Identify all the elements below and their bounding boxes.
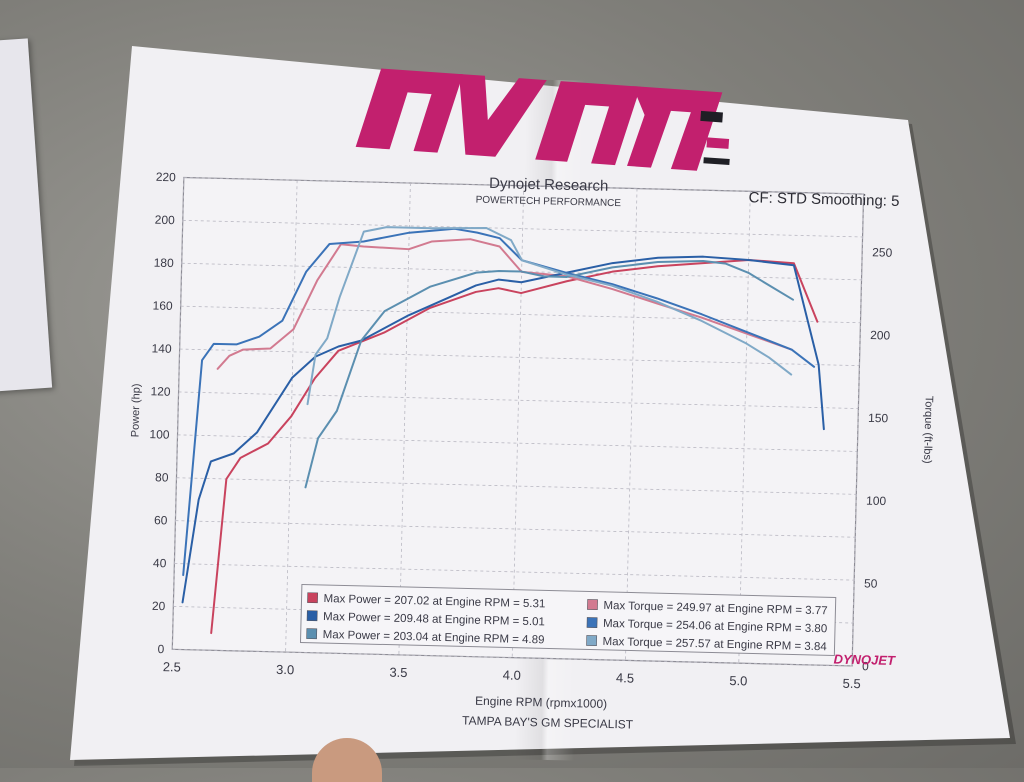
grid-line-x-4 [625, 188, 638, 661]
y-tick-1: 20 [152, 599, 166, 613]
grid-line-x-0 [171, 177, 185, 650]
legend-text-3: Max Torque = 254.06 at Engine RPM = 3.80 [603, 618, 827, 635]
legend: Max Power = 207.02 at Engine RPM = 5.31 M… [299, 583, 837, 657]
grid-line-y-2 [174, 563, 855, 581]
x-tick-5: 5.0 [729, 673, 747, 688]
legend-text-2: Max Power = 209.48 at Engine RPM = 5.01 [323, 611, 545, 628]
legend-text-5: Max Torque = 257.57 at Engine RPM = 3.84 [602, 636, 827, 653]
brand-mark: DYNOJET [833, 651, 896, 668]
y2-tick-0: 0 [862, 659, 869, 673]
x-tick-2: 3.5 [389, 665, 407, 680]
y-axis-label: Power (hp) [129, 383, 142, 437]
legend-swatch-5 [586, 635, 598, 646]
y-axis-ticks: 0 20 40 60 80 100 120 140 160 180 200 220 [149, 170, 177, 656]
x-tick-1: 3.0 [276, 662, 294, 677]
company-title: Dynojet Research [489, 175, 609, 195]
series-line-0 [210, 258, 819, 635]
y-tick-10: 200 [155, 213, 176, 227]
y-tick-6: 120 [150, 384, 171, 398]
y-tick-7: 140 [151, 341, 172, 355]
y2-tick-3: 150 [868, 411, 889, 425]
legend-swatch-1 [587, 599, 598, 611]
legend-box [299, 583, 837, 657]
y2-axis-ticks: 0 50 100 150 200 250 [862, 245, 893, 673]
legend-swatch-0 [307, 592, 319, 604]
x-axis-ticks: 2.5 3.0 3.5 4.0 4.5 5.0 5.5 [163, 659, 861, 691]
grid-line-x-2 [398, 182, 411, 655]
grid-line-y-4 [176, 477, 857, 495]
grid-line-y-5 [177, 434, 858, 452]
grid-line-x-5 [738, 191, 751, 664]
y2-tick-5: 250 [872, 245, 893, 259]
series-line-1 [216, 238, 793, 370]
series-line-4 [304, 259, 795, 489]
grid-line-y-8 [180, 305, 861, 324]
series-line-5 [306, 226, 793, 406]
y-tick-5: 100 [149, 427, 170, 441]
x-axis-label: Engine RPM (rpmx1000) [475, 694, 607, 711]
y-tick-4: 80 [155, 470, 169, 484]
y2-tick-4: 200 [870, 328, 891, 342]
legend-swatch-3 [586, 617, 598, 629]
legend-text-0: Max Power = 207.02 at Engine RPM = 5.31 [323, 593, 545, 610]
y-tick-9: 180 [154, 256, 175, 270]
grid-line-y-3 [175, 520, 856, 538]
grid-line-y-6 [178, 391, 859, 409]
legend-text-4: Max Power = 203.04 at Engine RPM = 4.89 [323, 629, 545, 646]
legend-text-1: Max Torque = 249.97 at Engine RPM = 3.77 [603, 600, 827, 617]
x-tick-4: 4.5 [616, 670, 634, 685]
grid-line-x-3 [511, 185, 525, 658]
y-tick-0: 0 [157, 642, 164, 656]
series-line-2 [181, 255, 825, 604]
footer-tagline: TAMPA BAY'S GM SPECIALIST [462, 713, 634, 731]
y-tick-8: 160 [152, 298, 173, 312]
y2-axis-label: Torque (ft-lbs) [921, 396, 935, 464]
y-tick-3: 60 [154, 513, 168, 527]
dynojet-logo-mark [355, 68, 730, 171]
chart-settings: CF: STD Smoothing: 5 [748, 189, 899, 210]
shop-name: POWERTECH PERFORMANCE [476, 195, 622, 210]
y-tick-11: 220 [156, 170, 177, 184]
grid-line-y-0 [172, 648, 853, 667]
x-tick-6: 5.5 [842, 676, 860, 691]
x-tick-0: 2.5 [163, 659, 181, 674]
grid-line-x-6 [851, 194, 865, 666]
series-lines [181, 226, 825, 635]
legend-swatch-2 [306, 610, 318, 622]
legend-entries: Max Power = 207.02 at Engine RPM = 5.31 M… [306, 592, 828, 653]
grid-line-y-11 [183, 177, 864, 195]
y2-tick-2: 100 [866, 494, 887, 508]
y2-tick-1: 50 [864, 576, 878, 590]
legend-swatch-4 [306, 628, 318, 640]
y-tick-2: 40 [153, 556, 167, 570]
grid-line-y-9 [181, 262, 862, 281]
x-tick-3: 4.0 [503, 667, 521, 682]
grid-line-y-7 [179, 348, 860, 367]
grid-line-y-10 [182, 219, 863, 238]
